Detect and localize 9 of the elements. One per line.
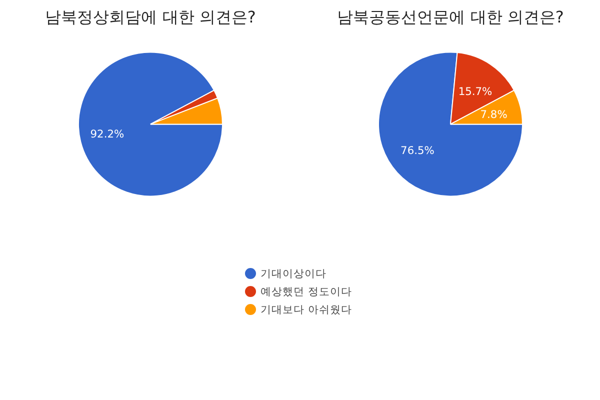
chart-title: 남북정상회담에 대한 의견은? <box>45 8 256 26</box>
chart-title: 남북공동선언문에 대한 의견은? <box>337 8 564 26</box>
data-label: 15.7% <box>458 84 492 98</box>
legend-label: 기대이상이다 <box>260 267 326 280</box>
legend-label: 기대보다 아쉬웠다 <box>260 303 352 316</box>
data-label: 76.5% <box>400 144 434 158</box>
data-label: 92.2% <box>90 127 124 140</box>
legend-label: 예상했던 정도이다 <box>260 285 352 298</box>
data-label: 7.8% <box>480 108 508 122</box>
